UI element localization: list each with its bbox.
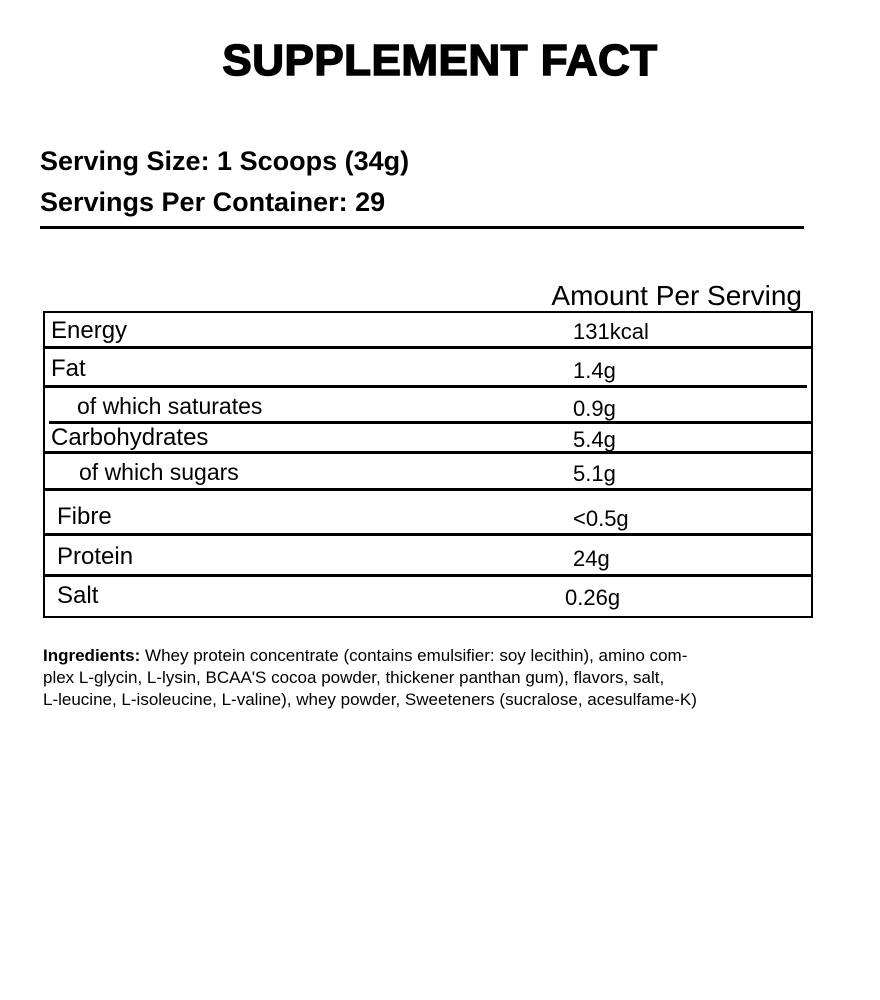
row-label-fat: Fat [51, 355, 86, 382]
ingredients-label: Ingredients: [43, 646, 141, 665]
row-label-protein: Protein [57, 543, 134, 570]
row-value-fat: 1.4g [573, 358, 616, 383]
row-value-sugars: 5.1g [573, 461, 616, 486]
row-divider [45, 451, 811, 454]
row-divider [49, 421, 811, 424]
row-label-saturates: of which saturates [77, 393, 263, 419]
nutrition-table: Energy 131kcal Fat 1.4g of which saturat… [43, 311, 813, 618]
row-divider [45, 346, 811, 349]
amount-per-serving-header: Amount Per Serving [551, 280, 802, 311]
divider [40, 226, 804, 229]
ingredients: Ingredients: Whey protein concentrate (c… [43, 645, 697, 711]
row-label-energy: Energy [51, 317, 128, 344]
ingredients-line: Whey protein concentrate (contains emuls… [140, 646, 688, 665]
row-value-energy: 131kcal [573, 319, 649, 344]
row-label-salt: Salt [57, 582, 99, 609]
servings-per-container: Servings Per Container: 29 [40, 187, 386, 217]
row-divider [45, 574, 811, 577]
row-value-fibre: <0.5g [573, 506, 629, 531]
title: SUPPLEMENT FACT [222, 35, 658, 86]
row-value-saturates: 0.9g [573, 396, 616, 421]
row-label-carbohydrates: Carbohydrates [51, 424, 209, 451]
ingredients-line: L-leucine, L-isoleucine, L-valine), whey… [43, 690, 697, 709]
row-value-protein: 24g [573, 546, 610, 571]
row-divider [45, 385, 807, 388]
row-divider [45, 488, 811, 491]
row-value-salt: 0.26g [565, 585, 621, 610]
row-label-sugars: of which sugars [79, 459, 239, 485]
ingredients-line: plex L-glycin, L-lysin, BCAA'S cocoa pow… [43, 668, 665, 687]
row-label-fibre: Fibre [57, 503, 112, 530]
serving-size: Serving Size: 1 Scoops (34g) [40, 146, 410, 176]
row-divider [45, 533, 811, 536]
row-value-carbohydrates: 5.4g [573, 427, 616, 452]
